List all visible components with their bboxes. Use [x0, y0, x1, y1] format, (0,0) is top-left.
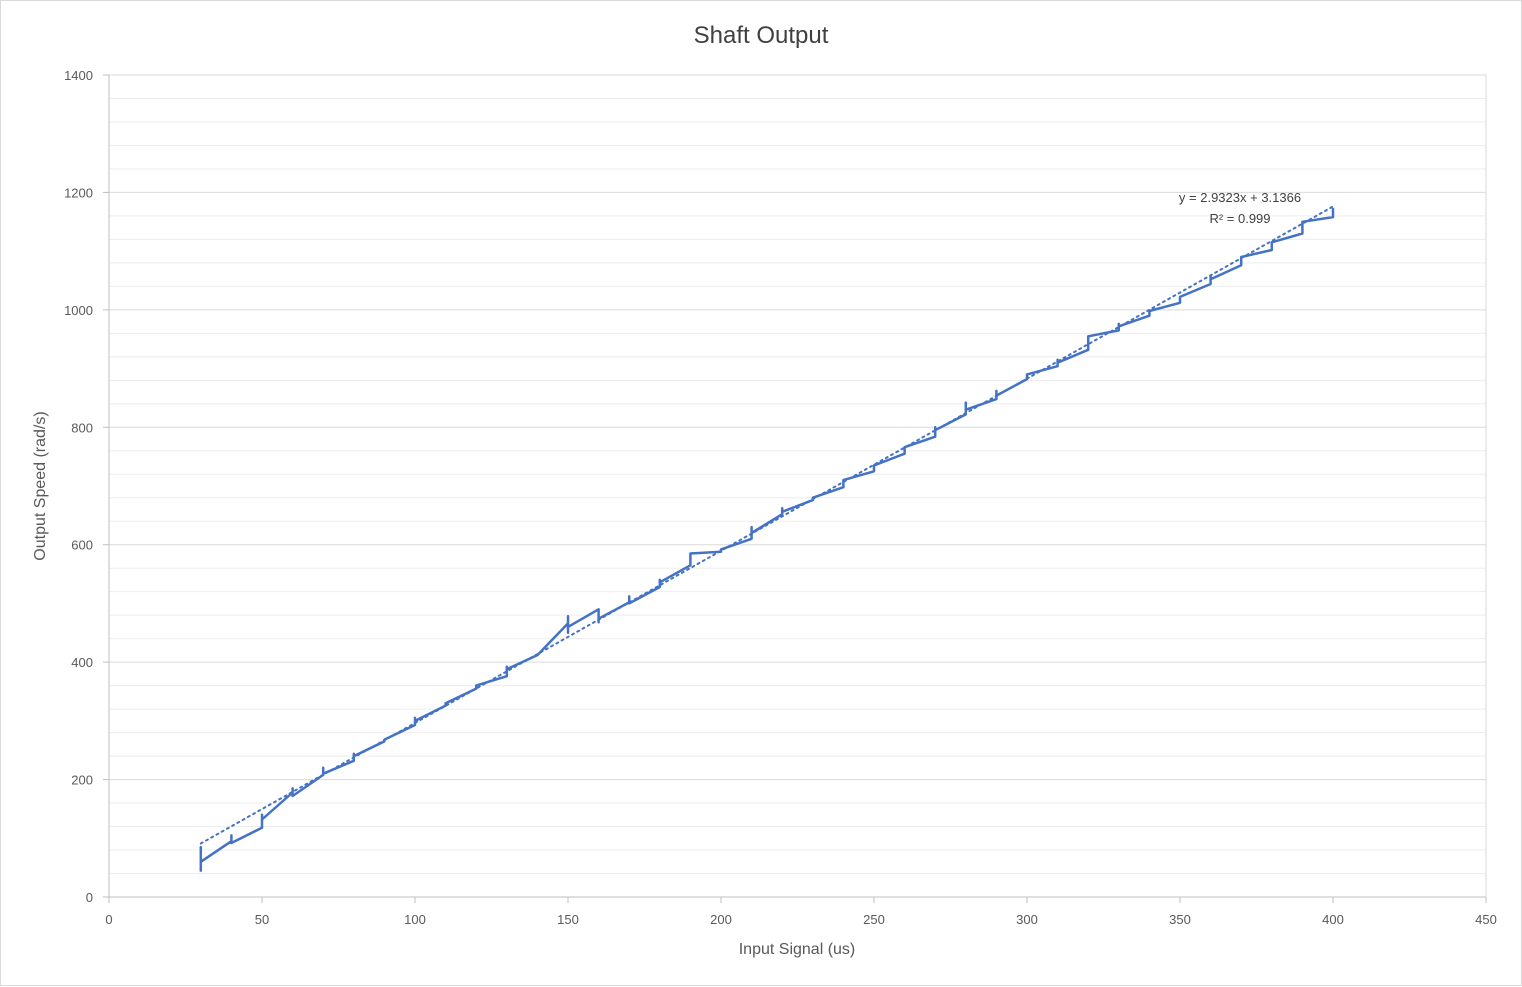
x-tick-label: 0	[105, 912, 112, 927]
trendline-equation-label: y = 2.9323x + 3.1366	[1179, 190, 1301, 205]
minor-gridlines	[109, 97, 1486, 875]
x-tick-label: 50	[255, 912, 269, 927]
x-tick-label: 150	[557, 912, 579, 927]
y-axis-title: Output Speed (rad/s)	[32, 411, 49, 560]
series-group	[199, 207, 1335, 872]
y-tick-label: 800	[71, 420, 93, 435]
y-tick-label: 1400	[64, 68, 93, 83]
y-tick-label: 1000	[64, 303, 93, 318]
y-tick-label: 0	[86, 890, 93, 905]
y-tick-label: 200	[71, 773, 93, 788]
y-tick-label: 400	[71, 655, 93, 670]
major-gridlines	[109, 74, 1486, 781]
chart-title: Shaft Output	[694, 22, 829, 49]
x-tick-label: 350	[1169, 912, 1191, 927]
y-tick-labels: 0 200 400 600 800 1000 1200 1400	[64, 68, 109, 905]
x-tick-label: 300	[1016, 912, 1038, 927]
axes	[108, 75, 1487, 898]
x-tick-label: 200	[710, 912, 732, 927]
x-tick-label: 450	[1475, 912, 1497, 927]
x-tick-label: 100	[404, 912, 426, 927]
x-tick-labels: 0 50 100 150 200 250 300 350 400 450	[105, 897, 1497, 927]
x-axis-title: Input Signal (us)	[739, 941, 856, 958]
series-line	[199, 207, 1335, 872]
x-tick-label: 400	[1322, 912, 1344, 927]
y-tick-label: 1200	[64, 185, 93, 200]
x-tick-label: 250	[863, 912, 885, 927]
y-tick-label: 600	[71, 538, 93, 553]
trendline-r2-label: R² = 0.999	[1209, 211, 1270, 226]
